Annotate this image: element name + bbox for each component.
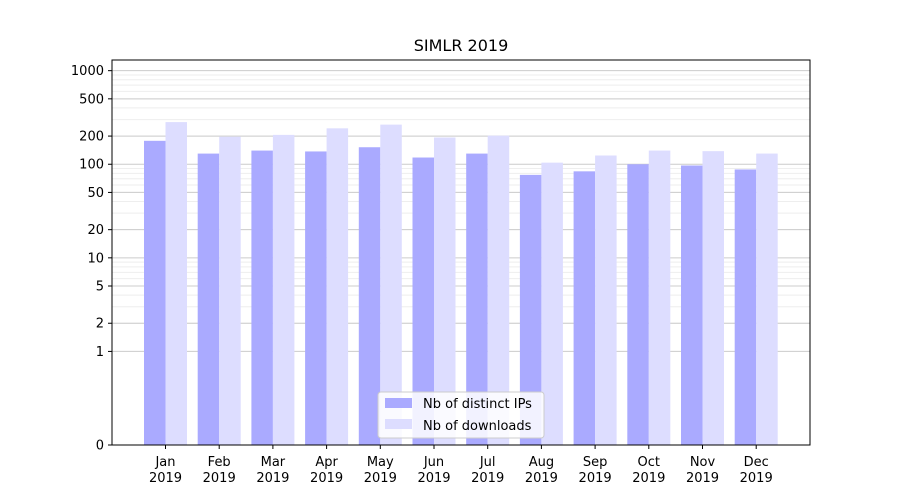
bar-distinct-ips-5	[412, 157, 434, 445]
bars	[144, 122, 778, 446]
x-tick-label-line: May	[367, 455, 394, 470]
y-tick-label: 20	[87, 223, 104, 238]
x-tick-label-line: 2019	[525, 471, 558, 486]
x-tick-label-line: 2019	[256, 471, 289, 486]
x-tick-label-line: Aug	[529, 455, 554, 470]
bar-distinct-ips-6	[466, 153, 488, 446]
x-tick-label: Jul 2019	[471, 455, 504, 486]
plot-frame	[111, 59, 811, 446]
bar-downloads-0	[165, 122, 187, 446]
legend-box	[377, 391, 545, 439]
bar-distinct-ips-8	[573, 171, 596, 445]
x-tick-label: Apr 2019	[310, 455, 343, 486]
x-tick-label-line: 2019	[203, 471, 236, 486]
y-tick-label: 500	[79, 92, 104, 107]
x-tick-label: Jun 2019	[417, 455, 450, 486]
y-tick-label: 10	[87, 251, 104, 266]
legend-swatch-ips	[385, 398, 412, 408]
x-tick-label-line: Oct	[638, 455, 660, 470]
y-tick-label: 5	[96, 280, 104, 295]
bar-distinct-ips-3	[305, 151, 327, 446]
x-tick-label-line: 2019	[149, 471, 182, 486]
x-tick-label-line: 2019	[364, 471, 397, 486]
x-tick-label-line: 2019	[417, 471, 450, 486]
x-tick-label-line: Apr	[315, 455, 338, 470]
y-tick-label: 1000	[71, 64, 104, 79]
x-tick-label-line: 2019	[632, 471, 665, 486]
legend-label-ips: Nb of distinct IPs	[423, 397, 532, 412]
x-tick-label-line: Nov	[690, 455, 716, 470]
y-axis: 0 1 2 5 10 20 50 100 200 500 1000	[71, 64, 112, 454]
bar-downloads-4	[380, 124, 402, 445]
bar-distinct-ips-10	[681, 165, 703, 446]
x-tick-label: Feb 2019	[203, 455, 236, 486]
x-tick-label: Nov 2019	[686, 455, 719, 486]
x-tick-label: Dec 2019	[740, 455, 773, 486]
x-tick-label-line: 2019	[686, 471, 719, 486]
y-tick-label: 1	[96, 345, 104, 360]
bar-distinct-ips-7	[519, 174, 542, 445]
bar-downloads-7	[541, 162, 563, 445]
x-tick-label-line: Sep	[583, 455, 608, 470]
x-tick-label-line: Jan	[154, 455, 175, 470]
bar-distinct-ips-0	[144, 140, 166, 445]
bar-downloads-9	[648, 150, 671, 445]
x-tick-label-line: Jul	[479, 455, 496, 470]
y-tick-label: 50	[87, 186, 104, 201]
bar-downloads-11	[756, 153, 778, 446]
bar-distinct-ips-9	[627, 164, 649, 445]
x-tick-label: Oct 2019	[632, 455, 665, 486]
bar-downloads-8	[595, 155, 617, 445]
y-tick-label: 200	[79, 130, 104, 145]
bar-distinct-ips-1	[197, 153, 220, 446]
x-tick-label: Sep 2019	[579, 455, 612, 486]
bar-distinct-ips-11	[734, 169, 757, 446]
bar-downloads-5	[434, 137, 456, 446]
legend-swatch-downloads	[385, 419, 412, 429]
x-tick-label: Mar 2019	[256, 455, 289, 486]
x-tick-label-line: 2019	[471, 471, 504, 486]
x-tick-label-line: Dec	[744, 455, 769, 470]
x-tick-label: Aug 2019	[525, 455, 558, 486]
x-tick-label-line: Mar	[261, 455, 286, 470]
x-tick-label: Jan 2019	[149, 455, 182, 486]
legend: Nb of distinct IPs Nb of downloads	[377, 391, 545, 439]
bar-downloads-2	[272, 134, 295, 446]
x-tick-label-line: 2019	[310, 471, 343, 486]
x-tick-label: May 2019	[364, 455, 397, 486]
x-tick-label-line: Jun	[423, 455, 444, 470]
y-tick-label: 0	[96, 439, 104, 454]
bar-distinct-ips-2	[251, 150, 273, 445]
bar-distinct-ips-4	[358, 147, 381, 445]
bar-downloads-1	[219, 136, 241, 445]
bar-downloads-3	[326, 128, 349, 445]
x-tick-label-line: 2019	[740, 471, 773, 486]
legend-label-downloads: Nb of downloads	[423, 419, 532, 434]
chart-title: SIMLR 2019	[414, 36, 509, 55]
y-tick-label: 100	[79, 158, 104, 173]
x-tick-label-line: 2019	[579, 471, 612, 486]
y-tick-label: 2	[96, 317, 104, 332]
x-tick-label-line: Feb	[208, 455, 231, 470]
bar-downloads-6	[487, 135, 510, 445]
bar-downloads-10	[702, 151, 724, 446]
